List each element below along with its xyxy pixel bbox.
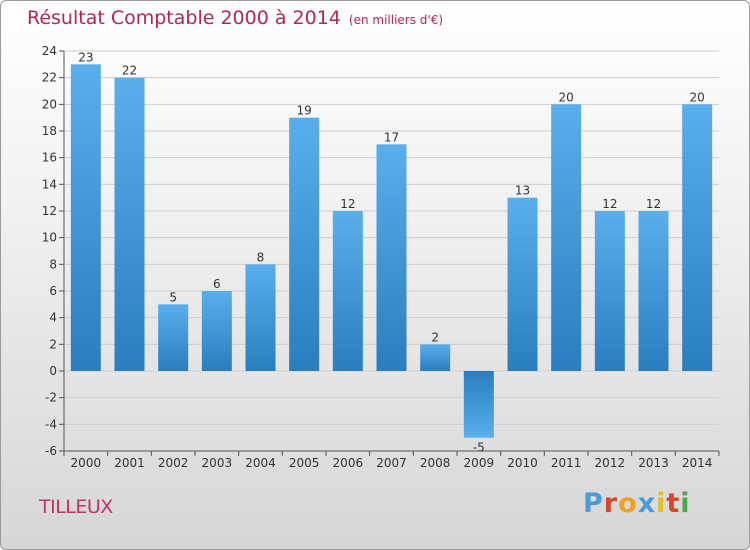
y-tick-label: 20	[42, 97, 57, 111]
y-tick-label: 10	[42, 231, 57, 245]
x-tick-label: 2014	[682, 456, 713, 470]
bar	[70, 64, 101, 372]
bar-value-label: 12	[646, 197, 661, 211]
y-tick-label: 16	[42, 151, 57, 165]
x-tick-label: 2005	[289, 456, 320, 470]
logo-letter: t	[666, 488, 681, 519]
bar-value-label: 20	[690, 90, 705, 104]
x-tick-label: 2008	[420, 456, 451, 470]
bar	[551, 104, 582, 371]
y-tick-label: 22	[42, 71, 57, 85]
x-tick-label: 2013	[638, 456, 669, 470]
bar-value-label: 20	[559, 90, 574, 104]
y-tick-label: -6	[45, 444, 57, 458]
bar-value-label: 13	[515, 184, 530, 198]
bar	[158, 304, 189, 371]
y-tick-label: 8	[49, 257, 57, 271]
x-tick-label: 2007	[376, 456, 407, 470]
bar-value-label: 12	[340, 197, 355, 211]
bar	[289, 117, 320, 372]
bar-value-label: -5	[473, 441, 485, 455]
commune-name: TILLEUX	[39, 496, 113, 518]
bar-value-label: 23	[78, 50, 93, 64]
x-tick-label: 2004	[245, 456, 276, 470]
x-tick-label: 2006	[333, 456, 364, 470]
logo-letter: i	[656, 488, 667, 519]
y-tick-label: 4	[49, 311, 57, 325]
chart-unit: (en milliers d'€)	[348, 13, 444, 27]
logo-letter: x	[637, 488, 657, 519]
x-tick-label: 2002	[158, 456, 189, 470]
bar-value-label: 22	[122, 64, 137, 78]
bar	[420, 344, 451, 371]
x-tick-label: 2000	[71, 456, 102, 470]
y-tick-label: 18	[42, 124, 57, 138]
bar	[463, 371, 494, 438]
x-tick-label: 2003	[202, 456, 233, 470]
bar-value-label: 5	[169, 290, 177, 304]
y-tick-label: 0	[49, 364, 57, 378]
chart-title-text: Résultat Comptable 2000 à 2014	[27, 7, 341, 29]
logo-letter: i	[680, 488, 691, 519]
y-tick-label: 2	[49, 337, 57, 351]
y-tick-label: 12	[42, 204, 57, 218]
logo-letter: r	[603, 488, 619, 519]
bar	[594, 211, 625, 371]
bar-value-label: 6	[213, 277, 221, 291]
bar	[114, 77, 145, 372]
x-tick-label: 2011	[551, 456, 582, 470]
bar	[201, 291, 232, 371]
x-tick-label: 2010	[507, 456, 538, 470]
y-tick-label: -4	[45, 417, 57, 431]
bar-value-label: 8	[257, 250, 265, 264]
bar-value-label: 19	[297, 104, 312, 118]
proxiti-logo: Proxiti	[583, 488, 691, 519]
y-tick-label: 24	[42, 44, 57, 58]
bar-value-label: 17	[384, 130, 399, 144]
x-tick-label: 2012	[595, 456, 626, 470]
y-tick-label: -2	[45, 391, 57, 405]
bar	[507, 197, 538, 371]
bar	[638, 211, 669, 371]
logo-letter: o	[618, 488, 638, 519]
bar-value-label: 12	[602, 197, 617, 211]
logo-letter: P	[583, 488, 604, 519]
chart-title: Résultat Comptable 2000 à 2014 (en millie…	[27, 7, 443, 29]
y-tick-label: 6	[49, 284, 57, 298]
bar	[682, 104, 713, 371]
bar-value-label: 2	[431, 330, 439, 344]
bar	[376, 144, 407, 371]
bar	[245, 264, 276, 371]
y-tick-label: 14	[42, 177, 57, 191]
x-tick-label: 2001	[114, 456, 145, 470]
bar	[332, 211, 363, 371]
x-tick-label: 2009	[464, 456, 495, 470]
